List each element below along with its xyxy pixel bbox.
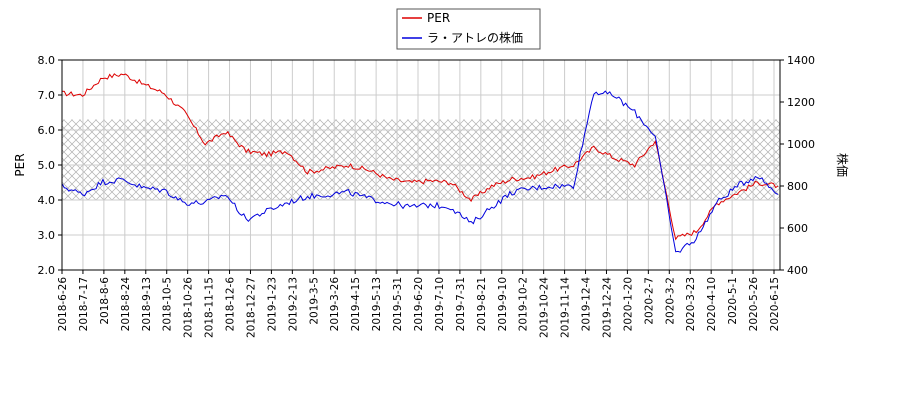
x-tick-label: 2019-7-10 <box>434 277 446 331</box>
legend-label: PER <box>427 11 450 25</box>
x-tick-label: 2019-11-14 <box>560 277 572 338</box>
x-tick-label: 2020-2-7 <box>643 277 655 325</box>
x-tick-label: 2018-8-6 <box>99 277 111 325</box>
x-tick-label: 2019-5-31 <box>392 277 404 331</box>
left-tick-label: 5.0 <box>38 159 56 172</box>
legend-label: ラ・アトレの株価 <box>427 30 523 45</box>
left-tick-label: 2.0 <box>38 264 56 277</box>
left-tick-label: 8.0 <box>38 54 56 67</box>
x-tick-label: 2019-10-2 <box>518 277 530 331</box>
x-tick-label: 2018-10-5 <box>162 277 174 331</box>
right-tick-label: 1200 <box>787 96 815 109</box>
x-tick-label: 2018-8-24 <box>120 277 132 332</box>
left-tick-label: 3.0 <box>38 229 56 242</box>
right-tick-label: 800 <box>787 180 808 193</box>
left-tick-label: 7.0 <box>38 89 56 102</box>
x-tick-label: 2019-1-23 <box>266 277 278 331</box>
legend-box <box>396 8 541 50</box>
shaded-band <box>62 119 780 200</box>
x-tick-label: 2020-4-10 <box>706 277 718 331</box>
right-tick-label: 600 <box>787 222 808 235</box>
x-tick-label: 2019-5-13 <box>371 277 383 331</box>
x-tick-label: 2018-7-17 <box>78 277 90 331</box>
x-tick-label: 2018-6-26 <box>57 277 69 332</box>
x-tick-label: 2019-6-20 <box>413 277 425 331</box>
x-tick-label: 2018-9-13 <box>141 277 153 331</box>
x-tick-label: 2019-7-31 <box>455 277 467 331</box>
series-line-stock-price <box>61 90 779 253</box>
x-tick-label: 2019-12-4 <box>581 277 593 332</box>
x-tick-label: 2020-6-15 <box>769 277 781 331</box>
right-tick-label: 400 <box>787 264 808 277</box>
x-tick-label: 2019-3-5 <box>308 277 320 325</box>
right-axis-title: 株価 <box>835 153 850 177</box>
x-tick-label: 2019-8-21 <box>476 277 488 331</box>
left-axis-title: PER <box>13 153 27 176</box>
x-tick-label: 2019-10-24 <box>539 277 551 338</box>
right-tick-label: 1000 <box>787 138 815 151</box>
x-tick-label: 2018-11-15 <box>204 277 216 338</box>
x-tick-label: 2019-12-24 <box>601 277 613 338</box>
left-tick-label: 4.0 <box>38 194 56 207</box>
x-tick-label: 2020-3-23 <box>685 277 697 331</box>
x-tick-label: 2019-2-13 <box>287 277 299 331</box>
x-tick-label: 2019-9-10 <box>497 277 509 331</box>
x-tick-label: 2020-5-1 <box>727 277 739 325</box>
right-tick-label: 1400 <box>787 54 815 67</box>
x-tick-label: 2018-10-26 <box>183 277 195 338</box>
x-tick-label: 2019-4-15 <box>350 277 362 331</box>
x-tick-label: 2018-12-6 <box>225 277 237 332</box>
x-tick-label: 2019-3-26 <box>329 277 341 332</box>
x-tick-label: 2020-5-26 <box>748 277 760 332</box>
x-tick-label: 2018-12-27 <box>245 277 257 338</box>
legend: PER ラ・アトレの株価 <box>396 8 541 50</box>
x-tick-label: 2020-1-20 <box>622 277 634 331</box>
left-tick-label: 6.0 <box>38 124 56 137</box>
x-tick-label: 2020-3-2 <box>664 277 676 325</box>
